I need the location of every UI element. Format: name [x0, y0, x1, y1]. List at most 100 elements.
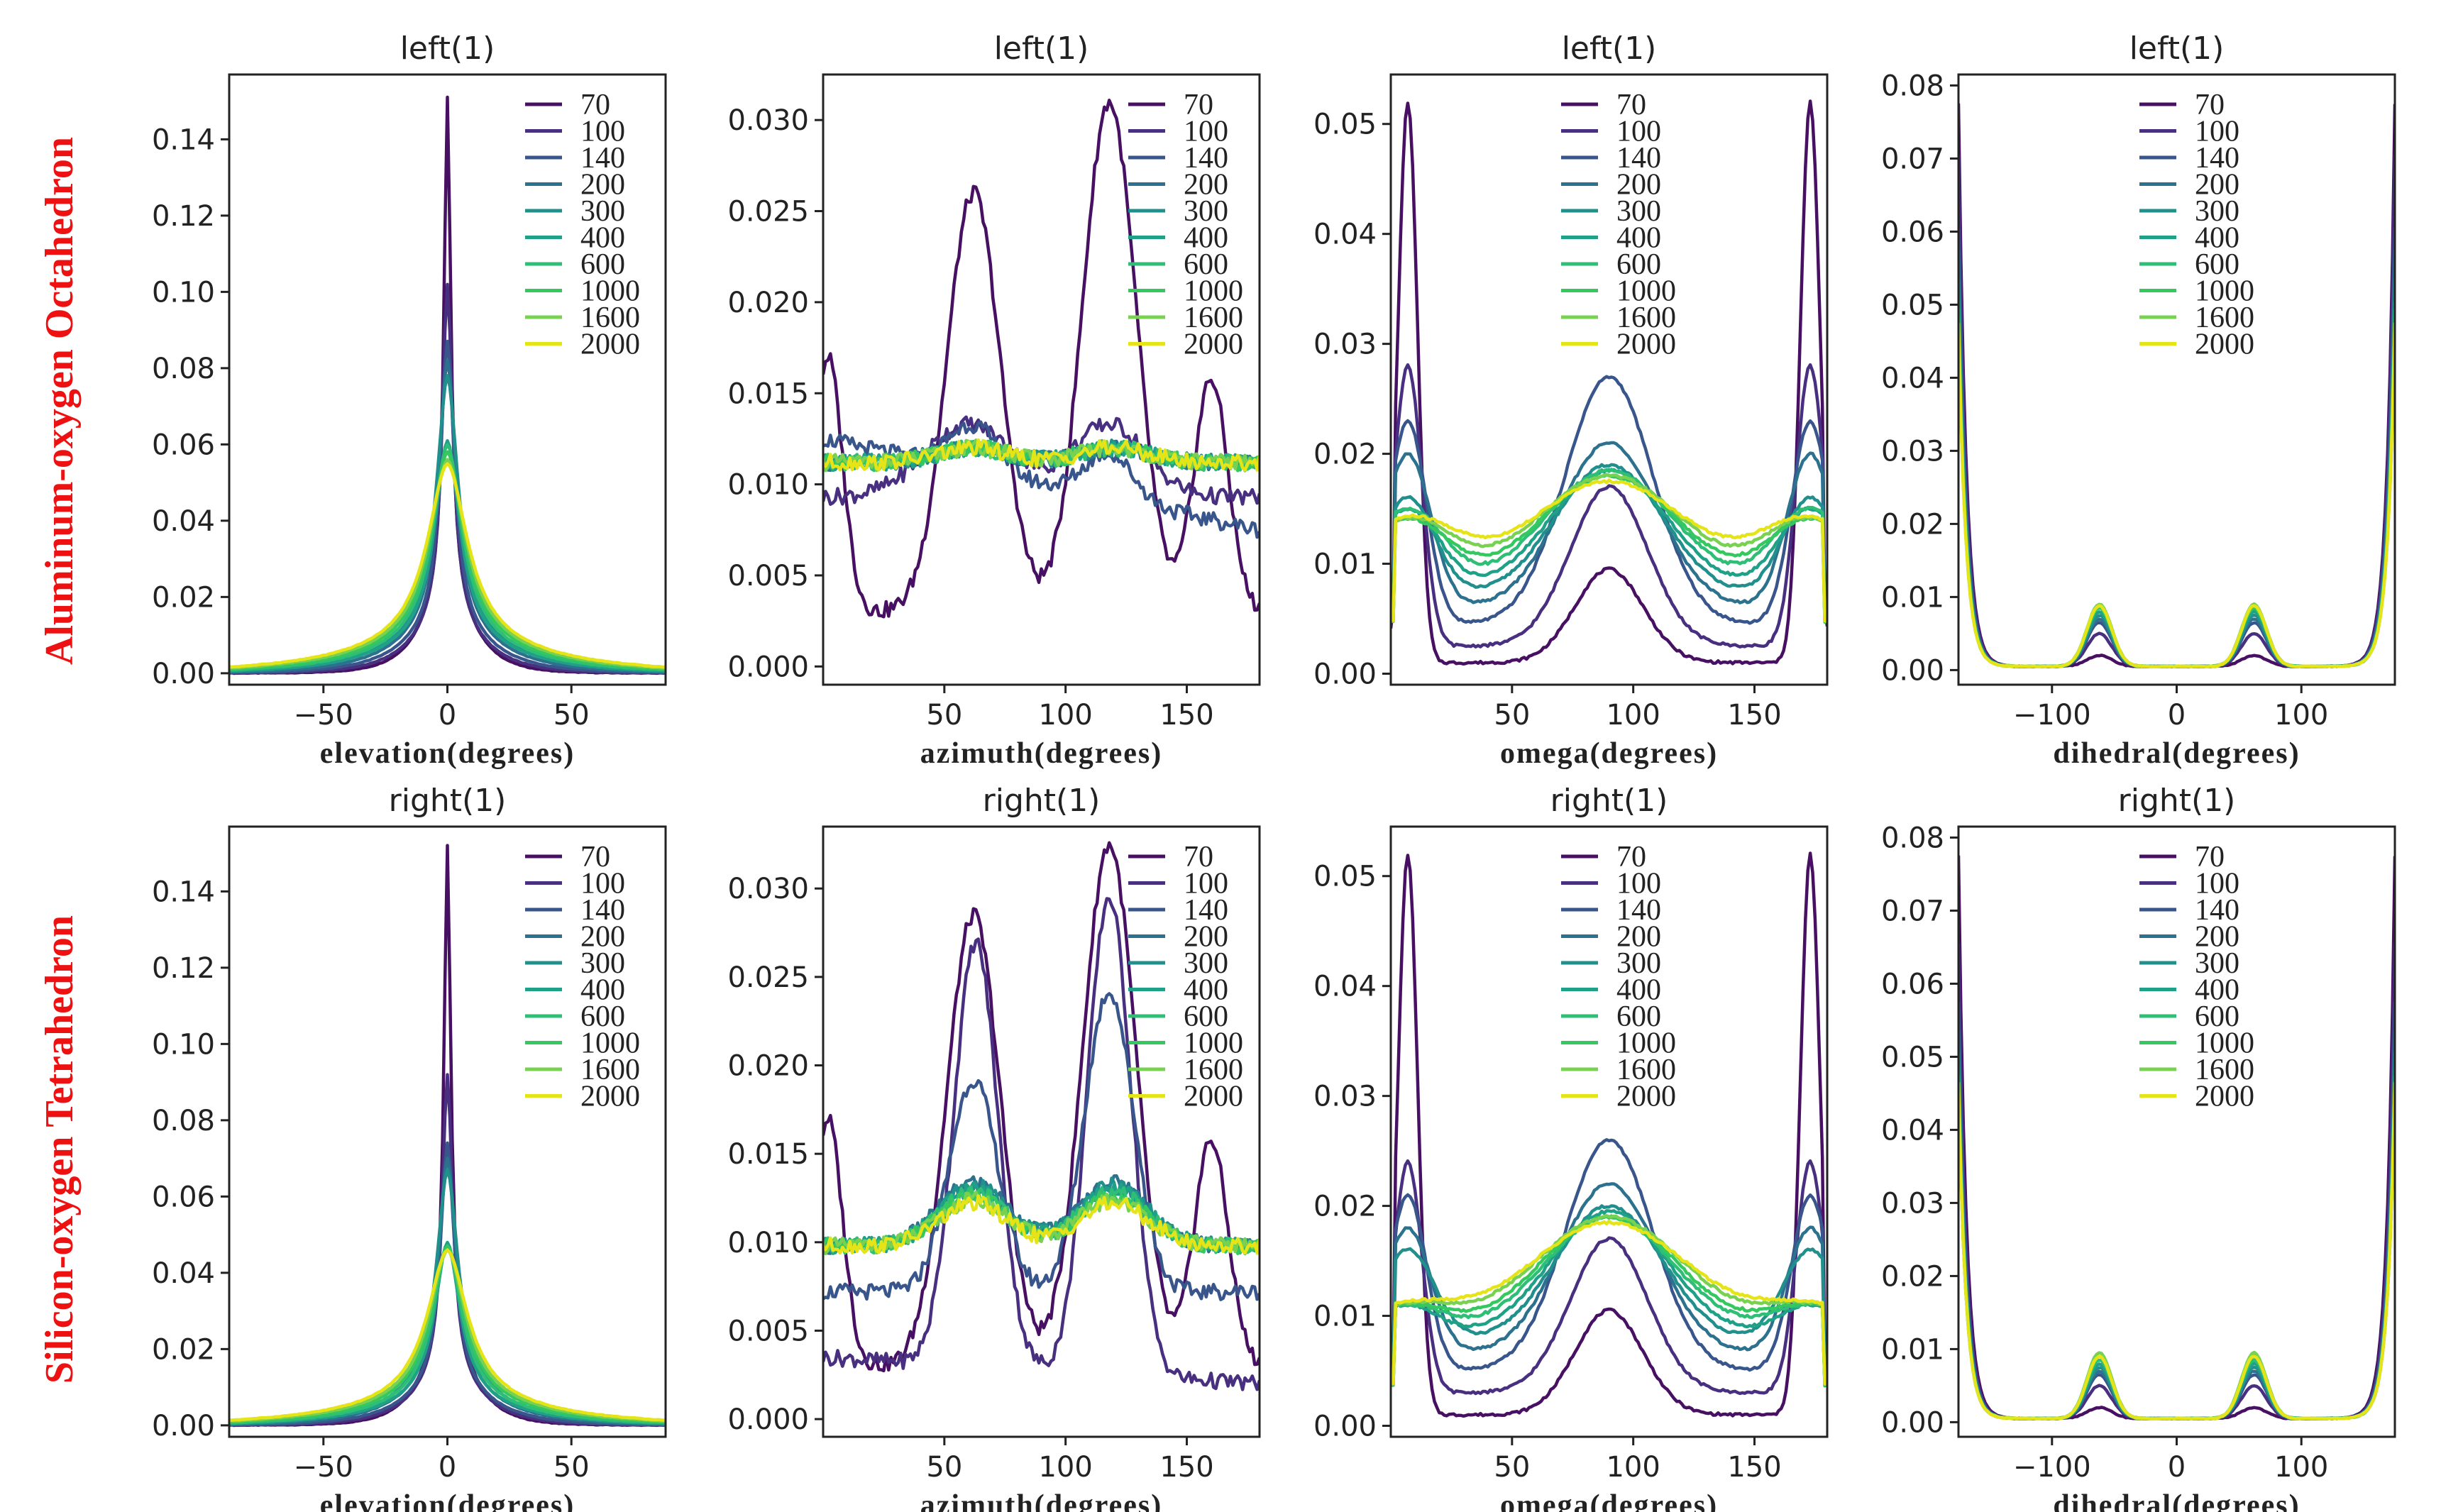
legend-label: 300 — [2195, 195, 2239, 228]
legend-label: 300 — [580, 947, 625, 980]
y-tick-label: 0.015 — [727, 1138, 809, 1171]
y-tick-label: 0.02 — [152, 581, 215, 614]
series-line-600 — [1391, 468, 1827, 622]
legend-label: 300 — [1184, 195, 1228, 228]
legend-label: 100 — [2195, 116, 2239, 148]
legend-label: 200 — [1616, 169, 1661, 202]
y-tick-label: 0.02 — [1881, 1260, 1944, 1293]
x-tick-label: 0 — [439, 1451, 456, 1484]
legend-label: 2000 — [1616, 1081, 1676, 1113]
legend-label: 600 — [580, 1000, 625, 1033]
series-line-400 — [1958, 1067, 2395, 1421]
series-line-1000 — [1958, 1081, 2395, 1421]
series-group — [1958, 103, 2395, 669]
x-tick-label: 150 — [1159, 699, 1213, 732]
series-line-140 — [823, 420, 1260, 539]
legend-label: 600 — [1184, 248, 1228, 281]
y-tick-label: 0.10 — [152, 276, 215, 309]
series-group — [1391, 851, 1827, 1418]
panel-0-0: left(1) −50 0 50 0.00 0.02 0.04 0.06 0.08 0.10 0.1… — [152, 31, 667, 770]
x-tick-label: 0 — [439, 699, 456, 732]
series-line-70 — [823, 841, 1260, 1373]
legend-label: 1600 — [1184, 302, 1243, 334]
series-line-100 — [1391, 363, 1827, 649]
x-tick-label: 50 — [926, 1451, 962, 1484]
series-group — [1391, 99, 1827, 666]
y-tick-label: 0.05 — [1881, 1041, 1944, 1074]
y-tick-label: 0.02 — [1313, 438, 1377, 471]
legend-label: 100 — [1616, 868, 1661, 900]
series-line-400 — [1958, 300, 2395, 669]
legend-label: 400 — [1616, 974, 1661, 1007]
plot-frame — [1389, 825, 1829, 1438]
y-tick-label: 0.04 — [1881, 1114, 1944, 1147]
legend-label: 70 — [1184, 89, 1213, 121]
series-line-400 — [229, 1240, 666, 1425]
series-line-300 — [1958, 1052, 2395, 1421]
legend-label: 400 — [2195, 974, 2239, 1007]
series-line-70 — [823, 99, 1260, 619]
legend-label: 2000 — [1616, 329, 1676, 361]
series-line-300 — [229, 374, 666, 673]
series-line-2000 — [1391, 1219, 1827, 1386]
y-tick-label: 0.08 — [1881, 70, 1944, 102]
series-line-140 — [1958, 227, 2395, 669]
plot-frame — [1957, 825, 2396, 1438]
x-tick-label: 50 — [553, 699, 590, 732]
y-tick-label: 0.00 — [152, 1410, 215, 1442]
x-axis-label: elevation(degrees) — [320, 737, 575, 770]
legend-label: 300 — [1616, 947, 1661, 980]
y-tick-label: 0.000 — [727, 1403, 809, 1436]
series-line-1600 — [1958, 1081, 2395, 1421]
x-tick-label: 50 — [1494, 699, 1530, 732]
series-line-400 — [229, 438, 666, 673]
y-tick-label: 0.14 — [152, 123, 215, 156]
series-line-2000 — [823, 1194, 1260, 1255]
legend-label: 200 — [2195, 921, 2239, 954]
y-tick-label: 0.030 — [727, 104, 809, 137]
legend-label: 1000 — [1616, 275, 1676, 308]
series-line-100 — [823, 897, 1260, 1391]
row-label-bottom: Silicon-oxygen Tetrahedron — [38, 915, 82, 1384]
y-tick-label: 0.025 — [727, 196, 809, 228]
y-tick-label: 0.06 — [1881, 968, 1944, 1000]
legend-label: 2000 — [2195, 329, 2254, 361]
y-tick-label: 0.005 — [727, 560, 809, 592]
legend-label: 300 — [1184, 947, 1228, 980]
series-line-2000 — [229, 1248, 666, 1422]
x-axis-label: elevation(degrees) — [320, 1489, 575, 1512]
panel-1-1: right(1) 50 100 150 0.000 0.005 0.010 0.015 0.02… — [727, 783, 1261, 1512]
y-tick-label: 0.030 — [727, 873, 809, 905]
legend-label: 140 — [1616, 142, 1661, 175]
series-line-400 — [1391, 1209, 1827, 1388]
panel-title: left(1) — [2129, 31, 2225, 67]
series-line-1600 — [1391, 473, 1827, 624]
series-line-140 — [823, 992, 1260, 1301]
series-line-300 — [1391, 1204, 1827, 1372]
y-tick-label: 0.04 — [152, 505, 215, 538]
legend-label: 200 — [1184, 169, 1228, 202]
x-axis-label: omega(degrees) — [1500, 737, 1718, 770]
y-tick-label: 0.06 — [1881, 216, 1944, 248]
x-tick-label: −100 — [2013, 1451, 2091, 1484]
x-tick-label: 50 — [1494, 1451, 1530, 1484]
series-line-600 — [229, 1245, 666, 1425]
series-line-140 — [229, 339, 666, 675]
legend-label: 100 — [1616, 116, 1661, 148]
legend-label: 300 — [2195, 947, 2239, 980]
series-group — [1958, 855, 2395, 1421]
legend-label: 1600 — [580, 1054, 640, 1086]
series-line-300 — [1391, 463, 1827, 621]
legend-label: 2000 — [1184, 329, 1243, 361]
series-line-200 — [229, 358, 666, 674]
legend-label: 1000 — [2195, 275, 2254, 308]
x-tick-label: −50 — [294, 1451, 353, 1484]
legend-label: 100 — [1184, 868, 1228, 900]
y-tick-label: 0.010 — [727, 469, 809, 502]
series-line-140 — [1958, 1001, 2395, 1421]
legend-label: 400 — [580, 974, 625, 1007]
